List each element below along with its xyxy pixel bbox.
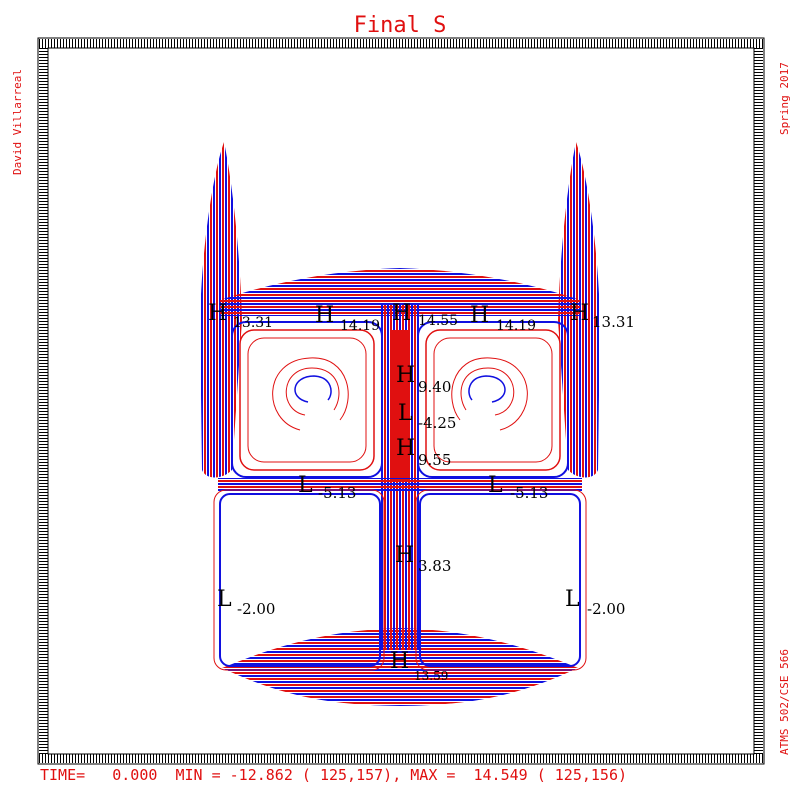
svg-text:H: H: [392, 301, 411, 326]
svg-text:H: H: [396, 363, 415, 388]
extremum-high-4: H 14.19: [470, 303, 536, 334]
extremum-low-1: L -4.25: [398, 401, 456, 432]
footer-stats: TIME= 0.000 MIN = -12.862 ( 125,157), MA…: [40, 766, 627, 784]
svg-text:9.40: 9.40: [418, 378, 451, 396]
lower-right-cell: [419, 493, 581, 667]
svg-text:H: H: [396, 436, 415, 461]
top-bar-contours: [220, 268, 580, 316]
author-label: David Villarreal: [11, 69, 24, 175]
svg-text:H: H: [395, 543, 414, 568]
extremum-high-8: H 3.83: [395, 543, 451, 575]
svg-text:14.55: 14.55: [418, 313, 458, 329]
contour-field: [200, 142, 600, 706]
extremum-high-2: H 14.19: [315, 303, 380, 334]
plot-title: Final S: [354, 13, 447, 38]
bottom-bar-contours: [222, 628, 578, 706]
svg-text:-2.00: -2.00: [587, 600, 625, 618]
divider-bar: [218, 478, 582, 492]
semester-label: Spring 2017: [778, 62, 791, 135]
svg-text:H: H: [315, 303, 334, 328]
svg-text:H: H: [570, 301, 589, 326]
svg-text:L: L: [217, 587, 232, 612]
svg-text:-5.13: -5.13: [510, 484, 548, 502]
svg-text:H: H: [390, 649, 409, 674]
svg-text:H: H: [208, 301, 227, 326]
svg-text:L: L: [398, 401, 413, 426]
svg-text:L: L: [565, 587, 580, 612]
lower-left-cell: [219, 493, 381, 667]
upper-right-cell: [417, 321, 569, 478]
svg-text:14.19: 14.19: [340, 318, 380, 334]
svg-text:H: H: [470, 303, 489, 328]
svg-text:3.83: 3.83: [418, 557, 451, 575]
upper-left-cell: [231, 321, 383, 478]
extremum-low-3: L -5.13: [488, 473, 548, 502]
extremum-low-4: L -2.00: [217, 587, 275, 618]
svg-text:-2.00: -2.00: [237, 600, 275, 618]
course-label: ATMS 502/CSE 566: [778, 649, 791, 755]
svg-text:13.59: 13.59: [414, 669, 448, 683]
svg-text:L: L: [298, 473, 313, 498]
svg-text:-5.13: -5.13: [318, 484, 356, 502]
svg-text:13.31: 13.31: [233, 315, 273, 331]
svg-text:-4.25: -4.25: [418, 414, 456, 432]
extremum-low-5: L -2.00: [565, 587, 625, 618]
extrema-labels: H 13.31 H 14.19 H 14.55 H 14.19 H 13.31 H 9.40…: [208, 301, 635, 683]
svg-text:14.19: 14.19: [496, 318, 536, 334]
svg-text:L: L: [488, 473, 503, 498]
extremum-low-2: L -5.13: [298, 473, 356, 502]
extremum-high-5: H 13.31: [570, 301, 635, 331]
center-core: [390, 330, 408, 480]
extremum-high-6: H 9.40: [396, 363, 451, 396]
extremum-high-1: H 13.31: [208, 301, 273, 331]
extremum-high-7: H 9.55: [396, 436, 451, 469]
svg-text:13.31: 13.31: [592, 313, 635, 331]
extremum-high-9: H 13.59: [390, 649, 448, 683]
svg-text:9.55: 9.55: [418, 451, 451, 469]
plot-frame: [37, 37, 765, 765]
extremum-high-3: H 14.55: [392, 301, 458, 329]
